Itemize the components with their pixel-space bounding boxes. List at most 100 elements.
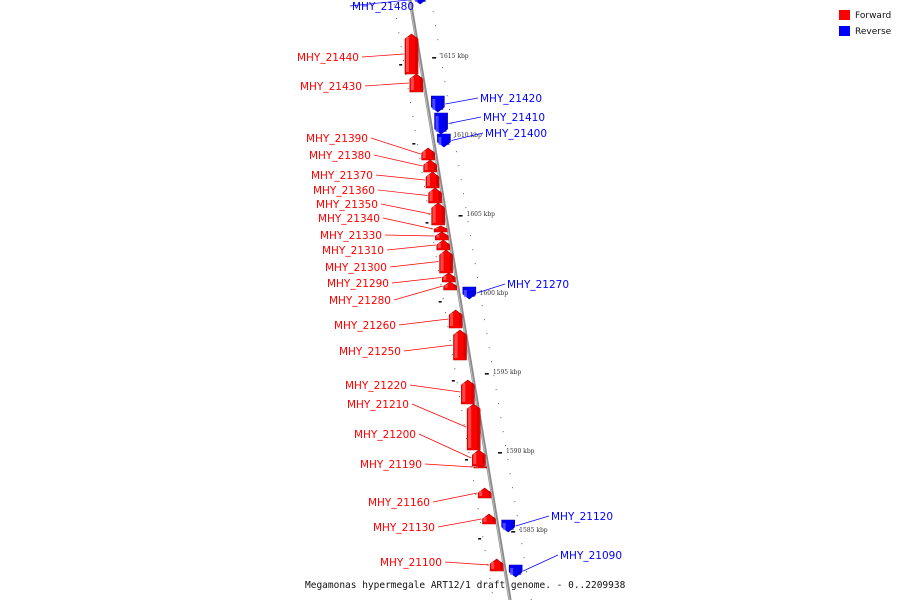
gene-shine — [510, 568, 514, 575]
gene-label: MHY_21270 — [507, 279, 569, 291]
scale-tick-label: 1605 kbp — [467, 211, 496, 218]
gene-leader-line — [386, 244, 436, 251]
guide-dot — [445, 312, 446, 314]
gene-shine — [474, 466, 478, 468]
gene-shadow — [483, 466, 486, 468]
guide-dot — [398, 32, 400, 34]
scale-tick-label: 1610 kbp — [453, 132, 482, 139]
guide-dot — [516, 515, 518, 517]
gene-shadow — [415, 37, 417, 72]
gene-label: MHY_21200 — [354, 429, 416, 441]
guide-dot — [484, 550, 486, 552]
gene-shine — [438, 137, 442, 145]
guide-dot — [472, 249, 474, 251]
gene-shine — [427, 175, 430, 186]
gene-leader-line — [384, 234, 435, 237]
guide-dot — [435, 256, 437, 258]
legend-forward-swatch — [839, 10, 850, 20]
gene-leader-line — [349, 0, 412, 7]
gene-shine — [424, 163, 428, 170]
gene-leader-line — [444, 561, 490, 566]
scale-tick-label: 1590 kbp — [506, 448, 535, 455]
gene-label: MHY_21330 — [320, 230, 382, 242]
gene-shadow — [436, 175, 438, 186]
guide-dot — [477, 508, 479, 510]
gene-shine — [406, 37, 409, 72]
gene-shadow — [511, 523, 514, 530]
guide-dot — [507, 459, 509, 461]
gene-label: MHY_21350 — [316, 199, 378, 211]
gene-feature — [434, 112, 448, 135]
gene-leader-line — [389, 261, 439, 268]
guide-dot — [512, 487, 513, 489]
gene-feature — [489, 558, 504, 572]
scale-tick — [399, 64, 403, 66]
gene-shadow — [500, 562, 503, 569]
gene-shine — [473, 453, 477, 464]
guide-dot — [446, 95, 448, 97]
guide-dot — [519, 529, 520, 531]
gene-label: MHY_21420 — [480, 93, 542, 105]
gene-feature — [482, 513, 496, 525]
guide-dot — [440, 284, 442, 286]
gene-shine — [410, 77, 414, 90]
gene-label: MHY_21190 — [360, 459, 422, 471]
guide-dot — [514, 501, 516, 503]
gene-feature — [421, 147, 435, 161]
guide-dot — [438, 270, 439, 272]
gene-shine — [468, 407, 472, 448]
gene-leader-line — [424, 463, 473, 468]
gene-feature — [472, 449, 486, 467]
guide-dot — [449, 340, 451, 342]
scale-tick — [478, 538, 482, 540]
gene-feature — [435, 231, 449, 241]
guide-dot — [447, 326, 449, 328]
gene-shadow — [477, 407, 480, 448]
gene-label: MHY_21220 — [345, 380, 407, 392]
guide-dot — [479, 291, 481, 293]
guide-dot — [465, 207, 467, 209]
guide-dot — [412, 116, 414, 118]
guide-dot — [526, 571, 527, 573]
gene-shadow — [519, 568, 522, 575]
gene-shine — [444, 284, 448, 288]
gene-leader-line — [373, 154, 423, 167]
gene-leader-line — [370, 137, 421, 155]
guide-dot — [454, 368, 456, 370]
genome-axis-highlight — [409, 0, 510, 600]
gene-shadow — [441, 206, 444, 223]
gene-leader-line — [476, 283, 506, 294]
gene-shadow — [446, 243, 449, 248]
gene-shine — [414, 0, 418, 2]
gene-leader-line — [382, 217, 434, 230]
scale-guides — [393, 4, 532, 600]
guide-dot — [493, 375, 495, 377]
guide-dot — [410, 102, 411, 104]
gene-feature — [423, 159, 437, 173]
gene-shine — [443, 276, 447, 280]
gene-feature — [466, 403, 481, 451]
gene-shadow — [431, 151, 434, 158]
scale-tick — [451, 380, 455, 382]
gene-shadow — [441, 99, 444, 110]
gene-shine — [436, 234, 440, 238]
gene-shadow — [453, 284, 456, 288]
guide-dot — [466, 438, 467, 440]
gene-shine — [435, 116, 439, 132]
scale-tick — [412, 143, 416, 145]
guide-dot — [444, 81, 446, 83]
gene-leader-line — [364, 82, 409, 87]
gene-label: MHY_21400 — [485, 128, 547, 140]
gene-label: MHY_21290 — [327, 278, 389, 290]
gene-shine — [429, 191, 433, 201]
guide-dot — [467, 221, 469, 223]
gene-leader-line — [515, 515, 550, 527]
gene-feature — [428, 187, 442, 204]
guide-dot — [459, 396, 460, 398]
gene-leader-line — [448, 116, 482, 124]
scale-tick — [498, 452, 502, 454]
guide-dot — [495, 389, 497, 391]
gene-shadow — [463, 333, 466, 358]
map-caption: Megamonas hypermegale ART12/1 draft geno… — [305, 580, 626, 591]
guide-dot — [458, 165, 460, 167]
